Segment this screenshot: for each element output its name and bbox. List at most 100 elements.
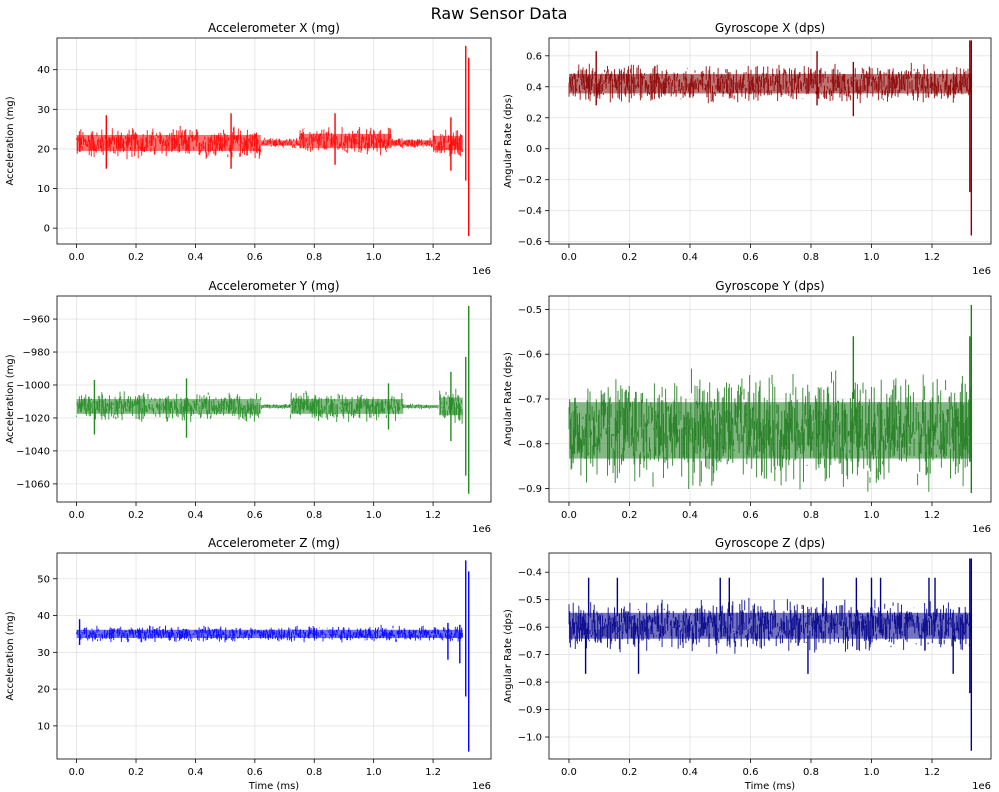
y-tick-label: −960: [23, 315, 50, 326]
panel-title: Gyroscope X (dps): [715, 21, 825, 35]
panel-6: 0.0 0.2 0.4 0.6 0.8 1.0 1.2 −1.0 −0.9 −0.8 −0.7 −0.…: [503, 536, 992, 792]
y-tick-label: 40: [37, 65, 50, 76]
x-tick-label: 0.0: [69, 252, 85, 263]
x-tick-label: 1.2: [425, 252, 441, 263]
noise-band: [403, 404, 440, 408]
y-axis-label: Angular Rate (dps): [503, 352, 514, 446]
y-tick-label: −0.2: [518, 175, 542, 186]
x-tick-label: 0.6: [247, 252, 263, 263]
x-tick-label: 1.0: [366, 252, 382, 263]
y-tick-label: 0.2: [526, 113, 542, 124]
noise-band: [76, 399, 261, 414]
figure-title: Raw Sensor Data: [431, 4, 568, 23]
y-tick-label: −1040: [16, 446, 50, 457]
x-tick-label: 0.8: [306, 252, 322, 263]
x-tick-label: 0.8: [306, 767, 322, 778]
noise-band: [568, 612, 972, 639]
x-offset-label: 1e6: [472, 266, 491, 277]
y-tick-label: −0.9: [518, 484, 542, 495]
panel-title: Accelerometer X (mg): [208, 21, 340, 35]
panel-title: Gyroscope Z (dps): [715, 536, 825, 550]
x-tick-label: 0.2: [622, 510, 638, 521]
x-axis-label: Time (ms): [744, 781, 796, 792]
noise-band: [568, 73, 972, 94]
x-offset-label: 1e6: [972, 266, 991, 277]
y-tick-label: −0.9: [518, 705, 542, 716]
panel-title: Accelerometer Y (mg): [208, 279, 339, 293]
panel-1: 0.0 0.2 0.4 0.6 0.8 1.0 1.2 0 10 20 30 40 Accelerome…: [5, 21, 492, 277]
y-tick-label: 50: [37, 574, 50, 585]
x-tick-label: 0.8: [803, 510, 819, 521]
x-tick-label: 0.2: [128, 252, 144, 263]
x-tick-label: 0.0: [561, 252, 577, 263]
x-tick-label: 1.0: [864, 252, 880, 263]
panel-3: 0.0 0.2 0.4 0.6 0.8 1.0 1.2 −1060 −1040 −1020 −100…: [5, 279, 492, 535]
y-axis-label: Angular Rate (dps): [503, 94, 514, 188]
series-line: [568, 558, 973, 751]
y-tick-label: −0.6: [518, 350, 542, 361]
x-offset-label: 1e6: [472, 524, 491, 535]
y-axis-label: Acceleration (mg): [5, 354, 16, 443]
x-tick-label: 1.0: [366, 767, 382, 778]
y-tick-label: −0.6: [518, 623, 542, 634]
x-tick-label: 0.0: [69, 510, 85, 521]
noise-band: [260, 404, 291, 408]
x-axis-label: Time (ms): [248, 781, 300, 792]
y-tick-label: 0: [44, 224, 50, 235]
x-tick-label: 0.6: [743, 510, 759, 521]
x-tick-label: 0.6: [743, 252, 759, 263]
x-tick-label: 0.2: [128, 767, 144, 778]
noise-band: [391, 140, 434, 146]
y-tick-label: 20: [37, 144, 50, 155]
y-axis-label: Acceleration (mg): [5, 611, 16, 700]
x-tick-label: 0.8: [306, 510, 322, 521]
panel-2: 0.0 0.2 0.4 0.6 0.8 1.0 1.2 −0.6 −0.4 −0.2 0.0 0.2 0…: [503, 21, 992, 277]
x-tick-label: 0.6: [743, 767, 759, 778]
x-tick-label: 0.2: [622, 252, 638, 263]
x-tick-label: 0.4: [187, 767, 203, 778]
x-tick-label: 1.0: [366, 510, 382, 521]
series-line: [76, 560, 470, 752]
x-tick-label: 0.4: [682, 767, 698, 778]
x-tick-label: 1.2: [425, 510, 441, 521]
y-tick-label: 0.4: [526, 82, 542, 93]
x-tick-label: 0.4: [682, 252, 698, 263]
x-tick-label: 1.0: [864, 510, 880, 521]
x-tick-label: 0.8: [803, 252, 819, 263]
y-tick-label: 0.6: [526, 51, 542, 62]
y-tick-label: −0.6: [518, 237, 542, 248]
x-tick-label: 0.0: [69, 767, 85, 778]
y-tick-label: 30: [37, 648, 50, 659]
x-tick-label: 1.2: [924, 510, 940, 521]
noise-band: [76, 134, 261, 152]
x-offset-label: 1e6: [972, 781, 991, 792]
x-tick-label: 0.4: [682, 510, 698, 521]
y-tick-label: −0.8: [518, 678, 542, 689]
x-tick-label: 0.2: [622, 767, 638, 778]
y-tick-label: 10: [37, 184, 50, 195]
axes-frame: [548, 37, 992, 245]
y-axis-label: Angular Rate (dps): [503, 609, 514, 703]
x-offset-label: 1e6: [972, 524, 991, 535]
x-tick-label: 0.4: [187, 510, 203, 521]
x-tick-label: 1.2: [924, 767, 940, 778]
axes-frame: [548, 552, 992, 760]
series-line: [76, 45, 470, 237]
noise-band: [299, 133, 392, 149]
axes-frame: [56, 552, 492, 760]
x-tick-label: 1.0: [864, 767, 880, 778]
noise-band: [433, 135, 463, 151]
x-tick-label: 0.2: [128, 510, 144, 521]
panel-title: Gyroscope Y (dps): [715, 279, 824, 293]
x-tick-label: 0.6: [247, 767, 263, 778]
panel-title: Accelerometer Z (mg): [208, 536, 340, 550]
y-tick-label: −1060: [16, 479, 50, 490]
x-tick-label: 0.6: [247, 510, 263, 521]
x-tick-label: 1.2: [425, 767, 441, 778]
noise-band: [260, 140, 300, 146]
y-tick-label: 30: [37, 105, 50, 116]
y-tick-label: −0.7: [518, 395, 542, 406]
x-tick-label: 1.2: [924, 252, 940, 263]
axes-frame: [56, 37, 492, 245]
axes-frame: [56, 295, 492, 503]
